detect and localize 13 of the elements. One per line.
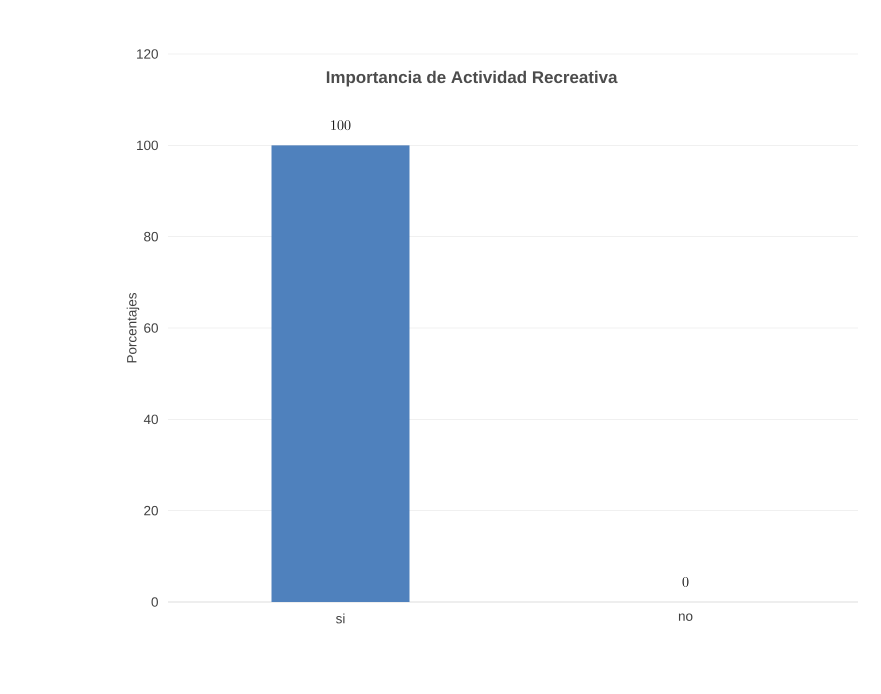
- data-label: 0: [682, 576, 688, 587]
- y-tick-label: 0: [152, 597, 158, 607]
- y-axis-title: Porcentajes: [126, 292, 140, 362]
- data-label: 100: [331, 120, 350, 130]
- y-tick-label: 60: [144, 323, 158, 333]
- y-tick-label: 100: [137, 140, 158, 150]
- text: Importancia de Actividad Recreativa: [326, 70, 618, 87]
- x-tick-label: si: [336, 614, 344, 624]
- y-tick-label: 120: [137, 49, 158, 59]
- y-tick-label: 20: [144, 506, 158, 516]
- y-tick-label: 40: [144, 414, 158, 424]
- x-tick-label: no: [678, 614, 692, 621]
- y-tick-label: 80: [144, 232, 158, 242]
